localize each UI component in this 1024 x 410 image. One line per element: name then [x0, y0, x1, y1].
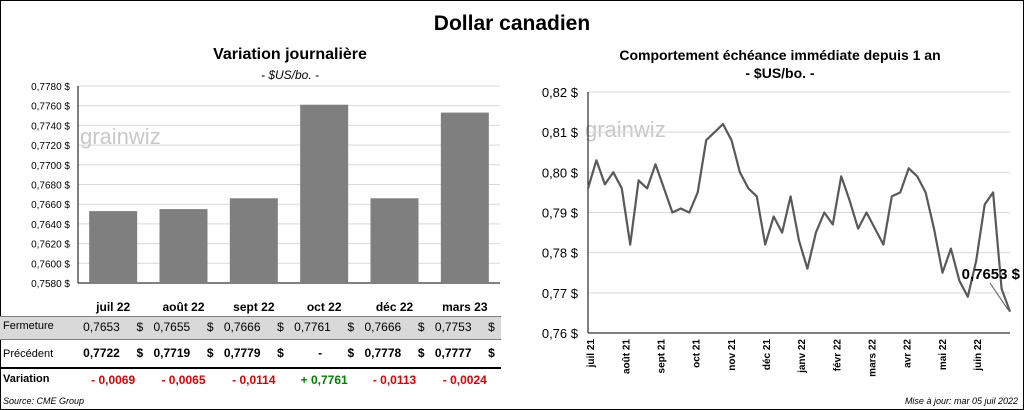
bar-y-tick-label: 0,7640 $ [31, 220, 70, 231]
variation-cell: - 0,0024 [442, 373, 487, 387]
cell-unit: $ [417, 320, 425, 334]
line-x-tick-label: août 21 [621, 339, 632, 374]
bar-y-tick-label: 0,7680 $ [31, 181, 70, 192]
variation-band [0, 367, 501, 392]
last-value-leader [989, 282, 1009, 310]
line-x-tick-label: mars 22 [867, 339, 878, 377]
line-x-tick-label: juil 21 [586, 339, 597, 369]
cell-unit: $ [488, 320, 495, 334]
cell-value: 0,7722 [83, 346, 120, 360]
variation-cell: + 0,7761 [300, 373, 348, 387]
bar-x-tick-label: déc 22 [376, 300, 414, 314]
line-y-tick-label: 0,80 $ [542, 165, 579, 180]
bar-x-tick-label: oct 22 [307, 300, 342, 314]
bar-y-tick-label: 0,7760 $ [31, 102, 70, 113]
cell-value: 0,7753 [434, 320, 472, 334]
bar-y-tick-label: 0,7700 $ [31, 161, 70, 172]
line-x-tick-label: oct 21 [692, 339, 703, 368]
line-chart-subtitle: - $US/bo. - [745, 65, 815, 81]
line-series-path [586, 123, 1012, 313]
bar-x-tick-label: sept 22 [233, 300, 275, 314]
cell-value: 0,7666 [223, 320, 261, 334]
cell-unit: $ [488, 346, 495, 360]
cell-value: 0,7778 [364, 346, 402, 360]
line-x-tick-label: janv 22 [797, 339, 808, 374]
bar-x-tick-label: août 22 [162, 300, 204, 314]
bar-y-tick-label: 0,7620 $ [31, 240, 70, 251]
cell-unit: $ [347, 320, 355, 334]
bar-x-tick-label: mars 23 [442, 300, 488, 314]
bar-y-tick-label: 0,7660 $ [31, 200, 70, 211]
bar-2 [159, 209, 208, 283]
cell-unit: $ [136, 346, 144, 360]
line-x-tick-label: sept 21 [656, 339, 667, 374]
line-x-tick-label: mai 22 [938, 339, 949, 371]
line-y-tick-label: 0,81 $ [542, 125, 579, 140]
cell-value: 0,7666 [364, 320, 402, 334]
variation-cell: - 0,0069 [91, 373, 136, 387]
cell-unit: $ [136, 320, 144, 334]
line-y-tick-label: 0,82 $ [542, 85, 579, 100]
bar-y-tick-label: 0,7720 $ [31, 141, 70, 152]
cell-value: 0,7653 [83, 320, 120, 334]
watermark-logo-left: grainwiz [80, 124, 161, 149]
bar-x-tick-label: juil 22 [95, 300, 130, 314]
cell-unit: $ [206, 346, 214, 360]
cell-unit: $ [206, 320, 214, 334]
variation-cell: - 0,0114 [232, 373, 276, 387]
cell-value: 0,7777 [434, 346, 472, 360]
update-note: Mise à jour: mar 05 juil 2022 [904, 396, 1018, 406]
bar-3 [229, 198, 278, 283]
row-label-fermeture: Fermeture [3, 320, 54, 332]
line-y-tick-label: 0,78 $ [542, 246, 579, 261]
fermeture-band [0, 316, 501, 340]
variation-cell: - 0,0065 [161, 373, 206, 387]
last-value-label: 0,7653 $ [962, 266, 1021, 283]
bar-y-tick-label: 0,7580 $ [31, 279, 70, 290]
line-x-tick-label: juin 22 [973, 339, 984, 372]
cell-unit: $ [277, 346, 284, 360]
variation-cell: - 0,0113 [372, 373, 417, 387]
bar-y-tick-label: 0,7600 $ [31, 259, 70, 270]
watermark-logo-right: grainwiz [585, 117, 666, 142]
line-chart-title: Comportement échéance immédiate depuis 1… [619, 47, 941, 63]
bar-chart-title: Variation journalière [213, 46, 367, 63]
cell-value: 0,7719 [153, 346, 191, 360]
line-x-tick-label: déc 21 [762, 339, 773, 371]
bar-1 [89, 211, 138, 283]
bar-y-tick-label: 0,7740 $ [31, 121, 70, 132]
row-label-precedent: Précédent [3, 348, 54, 360]
page-title: Dollar canadien [433, 12, 591, 35]
bar-6 [440, 112, 489, 283]
line-y-tick-label: 0,79 $ [542, 206, 579, 221]
bar-chart-subtitle: - $US/bo. - [260, 68, 320, 82]
cell-value: - [318, 346, 323, 360]
cell-unit: $ [417, 346, 425, 360]
line-y-tick-label: 0,77 $ [542, 286, 579, 301]
bar-4 [300, 104, 349, 283]
line-x-tick-label: avr 22 [903, 339, 914, 368]
cell-value: 0,7655 [153, 320, 191, 334]
cell-unit: $ [347, 346, 355, 360]
cell-value: 0,7779 [223, 346, 261, 360]
cell-value: 0,7761 [294, 320, 331, 334]
row-label-variation: Variation [3, 373, 50, 385]
source-note: Source: CME Group [3, 396, 85, 406]
cell-unit: $ [277, 320, 284, 334]
bar-5 [370, 198, 419, 283]
line-y-tick-label: 0,76 $ [542, 326, 579, 341]
line-x-tick-label: févr 22 [832, 339, 843, 372]
line-x-tick-label: nov 21 [727, 339, 738, 371]
bar-y-tick-label: 0,7780 $ [31, 82, 70, 93]
